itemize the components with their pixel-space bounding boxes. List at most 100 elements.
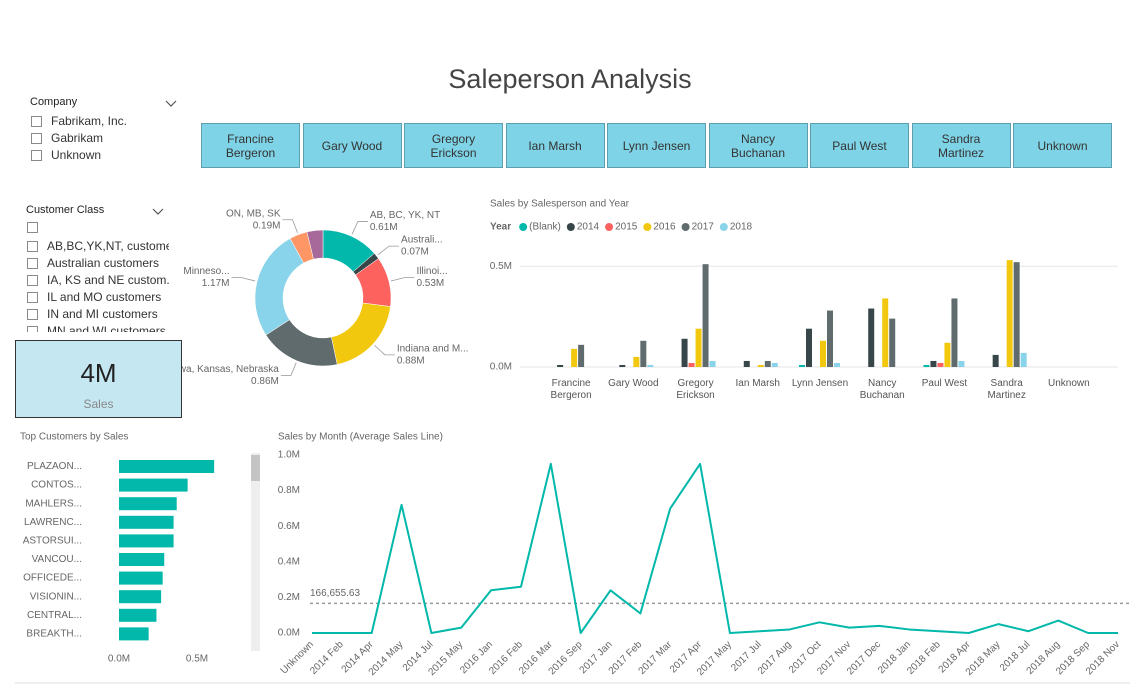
bar	[820, 340, 826, 367]
checkbox[interactable]	[31, 115, 42, 127]
checkbox[interactable]	[31, 149, 42, 161]
checkbox[interactable]	[27, 240, 38, 252]
legend-marker	[519, 223, 528, 231]
item-label: IL and MO customers	[47, 290, 162, 304]
slice-value: 1.17M	[202, 278, 230, 289]
checkbox[interactable]	[27, 257, 38, 269]
leader-line	[351, 221, 368, 235]
bar	[578, 344, 585, 367]
slicer-item[interactable]: Gabrikam	[31, 131, 103, 145]
slice-label: Minneso...	[183, 266, 229, 277]
bar	[633, 356, 640, 367]
x-tick-label: Ian Marsh	[735, 378, 780, 389]
slicer-item[interactable]: Australian customers	[27, 256, 159, 270]
bar	[119, 627, 149, 641]
bar	[709, 360, 716, 367]
salesperson-button[interactable]: Sandra Martinez	[911, 123, 1011, 168]
y-tick-label: CONTOS...	[31, 480, 82, 491]
line-series	[312, 462, 1118, 634]
salesperson-button[interactable]: Francine Bergeron	[201, 123, 300, 168]
slicer-item[interactable]: Fabrikam, Inc.	[31, 114, 127, 128]
salesperson-button[interactable]: Unknown	[1013, 123, 1112, 168]
slicer-item[interactable]	[27, 222, 47, 233]
x-tick-label: Lynn Jensen	[791, 378, 849, 389]
bar	[951, 298, 958, 367]
slicer-item[interactable]: IN and MI customers	[27, 307, 158, 321]
salesperson-button[interactable]: Ian Marsh	[505, 123, 605, 168]
donut-slice	[306, 229, 324, 260]
bar	[119, 553, 165, 566]
x-tick-label: Paul West	[921, 378, 968, 389]
bar	[647, 364, 654, 367]
bar	[937, 362, 944, 367]
y-tick-label: VISIONIN...	[30, 591, 82, 602]
leader-line	[374, 345, 395, 356]
x-tick-label: 2017 Mar	[637, 639, 675, 677]
bar	[799, 364, 805, 367]
item-label: Gabrikam	[51, 131, 104, 145]
legend-marker	[566, 223, 575, 231]
slice-value: 0.07M	[401, 247, 429, 258]
bar	[557, 364, 564, 367]
chart-title: Top Customers by Sales	[20, 432, 128, 443]
checkbox[interactable]	[27, 222, 38, 233]
checkbox[interactable]	[31, 132, 42, 144]
chevron[interactable]	[165, 100, 177, 107]
card: 4M Sales	[15, 340, 182, 418]
checkbox[interactable]	[27, 325, 38, 332]
x-tick-label: 2018 Feb	[905, 639, 943, 677]
y-tick-label: 0.4M	[278, 556, 300, 567]
bar	[771, 362, 778, 367]
legend-marker	[605, 223, 614, 231]
donut-slice	[254, 238, 304, 336]
item-label: AB,BC,YK,NT, customers	[47, 239, 169, 253]
salesperson-button[interactable]: Gregory Erickson	[404, 123, 503, 168]
bar	[992, 354, 999, 367]
y-tick-label: 0.5M	[490, 261, 512, 272]
y-tick-label: 1.0M	[278, 450, 300, 461]
item-label: IN and MI customers	[47, 307, 158, 321]
slicer-item[interactable]: MN and WI customers	[27, 324, 166, 332]
donut-slice	[331, 302, 391, 365]
bar	[119, 534, 174, 548]
item-label: Unknown	[51, 148, 102, 162]
salesperson-button[interactable]: Nancy Buchanan	[708, 123, 808, 168]
bar	[119, 478, 188, 492]
item-label: Australian customers	[47, 256, 160, 270]
checkbox[interactable]	[27, 291, 38, 303]
bar	[827, 310, 833, 367]
salesperson-button[interactable]: Gary Wood	[302, 123, 402, 168]
y-tick-label: MAHLERS...	[25, 498, 82, 509]
checkbox[interactable]	[27, 308, 38, 320]
slicer-item[interactable]: IA, KS and NE custom...	[27, 273, 169, 287]
chevron[interactable]	[152, 208, 164, 215]
bar	[119, 515, 174, 529]
slice-label: AB, BC, YK, NT	[370, 210, 440, 221]
bar	[806, 328, 812, 367]
bar	[757, 364, 764, 367]
bar	[868, 308, 875, 367]
y-tick-label: LAWRENC...	[24, 517, 82, 528]
bar	[743, 360, 750, 367]
scrollbar-thumb[interactable]	[251, 455, 260, 481]
salesperson-button[interactable]: Paul West	[810, 123, 909, 168]
x-tick-label: Sandra Martinez	[987, 378, 1026, 401]
y-tick-label: CENTRAL...	[27, 610, 82, 621]
chart-title: Sales by Month (Average Sales Line)	[278, 432, 443, 443]
bar	[882, 298, 889, 367]
bar	[944, 342, 951, 367]
bar	[1006, 260, 1013, 367]
bar	[119, 460, 215, 473]
checkbox[interactable]	[27, 274, 38, 286]
salesperson-button[interactable]: Lynn Jensen	[607, 123, 706, 168]
slicer-item[interactable]: Unknown	[31, 148, 101, 162]
x-tick-label: Unknown	[1048, 378, 1090, 389]
item-label: IA, KS and NE custom...	[47, 273, 169, 287]
y-tick-label: VANCOU...	[32, 554, 82, 565]
bar	[1013, 262, 1020, 367]
legend-marker	[681, 223, 690, 231]
slicer-item[interactable]: IL and MO customers	[27, 290, 161, 304]
y-tick-label: 0.2M	[278, 592, 300, 603]
slicer-item[interactable]: AB,BC,YK,NT, customers	[27, 239, 169, 253]
